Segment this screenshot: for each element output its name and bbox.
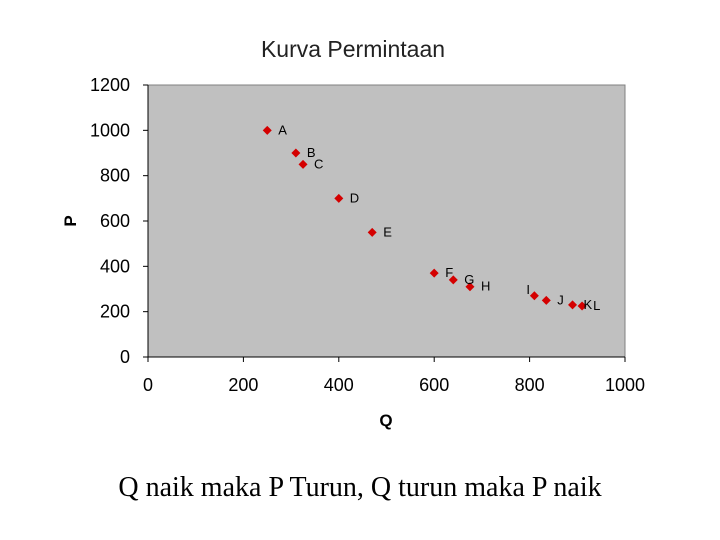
data-point-label: D [350, 190, 359, 205]
y-axis-label: P [61, 215, 80, 226]
demand-curve-chart: Kurva Permintaan 0 200 400 600 800 1000 1200 0… [61, 36, 645, 430]
data-point-marker [367, 227, 377, 237]
caption-text: Q naik maka P Turun, Q turun maka P naik [118, 472, 602, 503]
data-point-label: B [307, 145, 316, 160]
data-point-marker [529, 291, 539, 301]
x-tick-label: 200 [228, 375, 258, 395]
data-points [262, 125, 587, 311]
data-point-marker [568, 300, 578, 310]
data-point-labels: A BC D E F G H I J K L [278, 122, 600, 313]
plot-area [147, 84, 626, 358]
y-tick-label: 0 [120, 347, 130, 367]
data-point-label: E [383, 224, 392, 239]
data-point-marker [298, 159, 308, 169]
data-point-marker [291, 148, 301, 158]
y-axis-ticks: 0 200 400 600 800 1000 1200 [90, 75, 148, 367]
x-tick-label: 0 [143, 375, 153, 395]
data-point-label: C [314, 156, 323, 171]
y-tick-label: 800 [100, 166, 130, 186]
chart-title: Kurva Permintaan [261, 36, 445, 62]
data-point-label: H [481, 279, 490, 294]
data-point-marker [262, 125, 272, 135]
y-tick-label: 1000 [90, 120, 130, 140]
x-axis-ticks: 0 200 400 600 800 1000 [143, 357, 645, 395]
data-point-label: J [557, 292, 564, 307]
x-tick-label: 1000 [605, 375, 645, 395]
y-tick-label: 600 [100, 211, 130, 231]
data-point-label: L [593, 298, 600, 313]
data-point-marker [429, 268, 439, 278]
y-tick-label: 200 [100, 302, 130, 322]
y-tick-label: 1200 [90, 75, 130, 95]
data-point-label: I [526, 282, 530, 297]
data-point-marker [465, 282, 475, 292]
x-tick-label: 800 [515, 375, 545, 395]
data-point-marker [577, 301, 587, 311]
y-tick-label: 400 [100, 256, 130, 276]
data-point-label: A [278, 122, 287, 137]
data-point-marker [541, 295, 551, 305]
data-point-label: K [584, 297, 593, 312]
x-axis-label: Q [379, 411, 392, 430]
data-point-label: F [445, 265, 453, 280]
data-point-label: G [464, 272, 474, 287]
x-tick-label: 600 [419, 375, 449, 395]
data-point-marker [334, 193, 344, 203]
x-tick-label: 400 [324, 375, 354, 395]
data-point-marker [448, 275, 458, 285]
